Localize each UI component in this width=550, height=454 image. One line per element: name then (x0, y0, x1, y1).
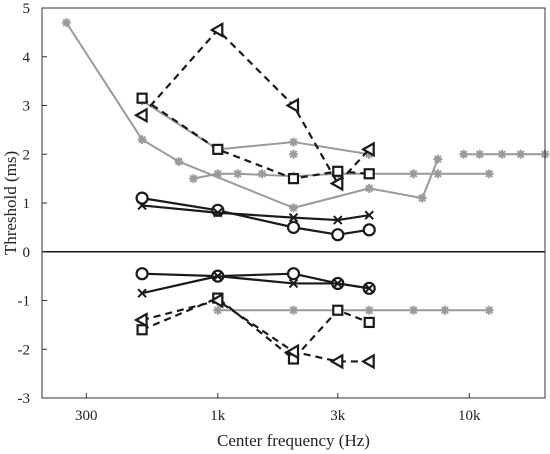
series-12 (137, 271, 374, 298)
x-tick-label: 10k (458, 408, 481, 424)
circle-marker (135, 191, 149, 205)
triangle-marker (329, 175, 344, 192)
series-1 (61, 18, 443, 213)
star-marker (417, 193, 427, 203)
series-10 (137, 200, 374, 225)
star-marker (408, 305, 418, 315)
star-marker (433, 169, 443, 179)
star-marker (364, 305, 374, 315)
star-marker (484, 305, 494, 315)
y-tick-label: -2 (18, 342, 31, 358)
triangle-marker (133, 107, 148, 124)
star-marker (233, 169, 243, 179)
star-marker (516, 149, 526, 159)
star-marker (497, 149, 507, 159)
square-marker (287, 173, 300, 185)
y-tick-label: -3 (18, 391, 31, 407)
series-9 (135, 191, 376, 242)
square-marker (332, 304, 344, 316)
x-marker (137, 288, 147, 298)
y-tick-label: 2 (23, 147, 31, 163)
triangle-marker (285, 343, 300, 360)
star-marker (364, 149, 374, 159)
y-axis-title: Threshold (ms) (1, 151, 20, 255)
star-marker (137, 135, 147, 145)
triangle-marker (285, 97, 300, 114)
star-marker (213, 305, 223, 315)
x-marker (137, 200, 147, 211)
star-marker (475, 149, 485, 159)
series-14 (133, 292, 375, 370)
star-marker (440, 305, 450, 315)
star-marker (364, 183, 374, 193)
y-tick-label: 3 (23, 99, 31, 115)
star-marker (484, 169, 494, 179)
star-marker (433, 154, 443, 164)
y-tick-label: 5 (23, 1, 31, 17)
triangle-marker (329, 353, 344, 370)
square-marker (363, 168, 375, 180)
square-marker (212, 143, 224, 155)
star-marker (289, 203, 298, 213)
x-tick-label: 3k (330, 408, 346, 424)
y-tick-label: 4 (23, 50, 31, 66)
series-13 (136, 292, 375, 365)
series-8 (133, 22, 375, 192)
triangle-marker (209, 22, 224, 38)
x-marker (333, 278, 343, 289)
star-marker (61, 18, 71, 28)
x-marker (364, 210, 374, 220)
x-marker (333, 215, 343, 225)
star-marker (289, 305, 298, 315)
triangle-marker (360, 141, 375, 158)
star-marker (257, 169, 267, 179)
square-marker (136, 92, 148, 104)
series-2 (137, 96, 374, 159)
star-marker (408, 169, 418, 179)
circle-marker (331, 228, 345, 242)
triangle-marker (209, 292, 224, 309)
circle-marker (286, 267, 301, 281)
x-marker (288, 278, 299, 289)
circle-marker (362, 223, 376, 237)
series-6 (213, 305, 494, 315)
y-tick-label: -1 (18, 294, 31, 310)
x-marker (364, 283, 374, 294)
series-line (141, 99, 370, 156)
series-line (141, 296, 370, 361)
x-marker (213, 271, 223, 281)
star-marker (213, 169, 223, 179)
x-marker (288, 212, 299, 223)
square-marker (363, 316, 375, 329)
x-tick-label: 1k (210, 408, 226, 424)
series-layer (61, 18, 550, 370)
x-axis-title: Center frequency (Hz) (217, 431, 370, 450)
y-tick-label: 0 (23, 245, 31, 261)
y-tick-label: 1 (23, 196, 31, 212)
circle-marker (286, 220, 301, 234)
triangle-marker (360, 353, 375, 370)
triangle-marker (133, 312, 148, 328)
square-marker (136, 324, 148, 336)
axis-layer: -3 -2 -1 0 1 2 3 4 5 300 1k 3k 10k (18, 1, 482, 424)
x-marker (213, 208, 223, 218)
star-marker (289, 137, 298, 147)
circle-marker (135, 267, 149, 281)
star-marker (188, 174, 198, 184)
square-marker (332, 165, 344, 177)
star-marker (459, 149, 469, 159)
star-marker (289, 149, 298, 159)
x-tick-label: 300 (75, 408, 98, 424)
series-7 (136, 92, 375, 185)
star-marker (174, 157, 184, 167)
series-4 (257, 149, 298, 179)
series-5 (459, 149, 550, 159)
series-line (65, 22, 439, 209)
plot-frame (41, 7, 546, 399)
